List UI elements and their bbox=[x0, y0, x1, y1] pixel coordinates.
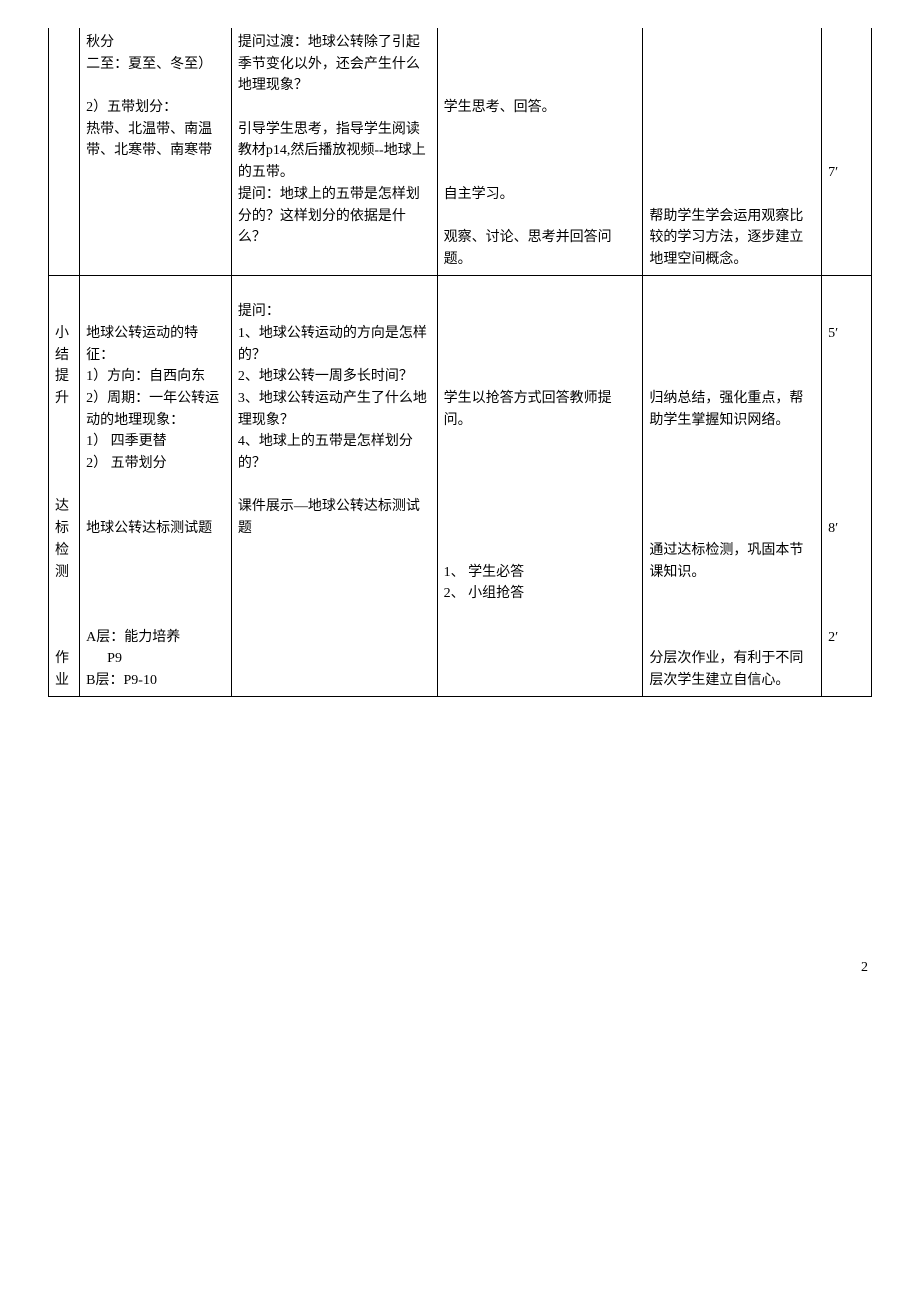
time-cell: 7′ bbox=[822, 28, 872, 275]
student-cell: 学生以抢答方式回答教师提问。 1、 学生必答 2、 小组抢答 bbox=[437, 275, 643, 696]
stage-cell: 小结提升 达标检测 作业 bbox=[49, 275, 80, 696]
student-cell: 学生思考、回答。 自主学习。 观察、讨论、思考并回答问题。 bbox=[437, 28, 643, 275]
time-cell: 5′ 8′ 2′ bbox=[822, 275, 872, 696]
content-cell: 地球公转运动的特征： 1）方向：自西向东 2）周期：一年公转运动的地理现象： 1… bbox=[80, 275, 232, 696]
content-cell: 秋分 二至：夏至、冬至） 2）五带划分： 热带、北温带、南温带、北寒带、南寒带 bbox=[80, 28, 232, 275]
table-row: 秋分 二至：夏至、冬至） 2）五带划分： 热带、北温带、南温带、北寒带、南寒带 … bbox=[49, 28, 872, 275]
teacher-cell: 提问过渡：地球公转除了引起季节变化以外，还会产生什么地理现象？ 引导学生思考，指… bbox=[231, 28, 437, 275]
teacher-cell: 提问： 1、地球公转运动的方向是怎样的？ 2、地球公转一周多长时间？ 3、地球公… bbox=[231, 275, 437, 696]
intent-cell: 归纳总结，强化重点，帮助学生掌握知识网络。 通过达标检测，巩固本节课知识。 分层… bbox=[643, 275, 822, 696]
lesson-table: 秋分 二至：夏至、冬至） 2）五带划分： 热带、北温带、南温带、北寒带、南寒带 … bbox=[48, 28, 872, 697]
table-row: 小结提升 达标检测 作业 地球公转运动的特征： 1）方向：自西向东 2）周期：一… bbox=[49, 275, 872, 696]
stage-cell bbox=[49, 28, 80, 275]
page-number: 2 bbox=[48, 957, 872, 979]
intent-cell: 帮助学生学会运用观察比较的学习方法，逐步建立地理空间概念。 bbox=[643, 28, 822, 275]
